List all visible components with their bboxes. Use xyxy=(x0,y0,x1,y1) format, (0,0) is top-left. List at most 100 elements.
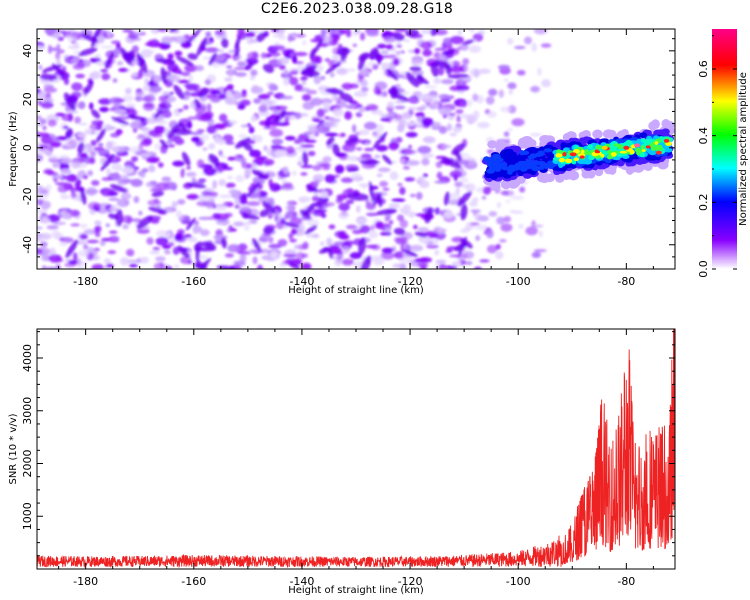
spectrogram-noise-blob xyxy=(37,226,43,230)
spectrogram-noise-blob xyxy=(249,149,262,158)
spectrogram-noise-blob xyxy=(118,67,128,73)
spectrogram-noise-blob xyxy=(324,58,331,62)
colorbar-tick-label: 0.6 xyxy=(697,60,710,78)
spectrogram-noise-blob xyxy=(407,144,413,149)
spectrogram-noise-blob xyxy=(355,147,363,151)
spectrogram-noise-blob xyxy=(75,138,87,143)
spectrogram-noise-blob xyxy=(285,111,297,116)
spectrogram-noise-blob xyxy=(269,182,281,192)
spectrogram-noise-blob xyxy=(383,70,388,76)
spectrogram-noise-blob xyxy=(162,244,171,250)
spectrogram-noise-blob xyxy=(210,89,221,95)
spectrogram-noise-blob xyxy=(433,52,442,59)
spectrogram-noise-streak xyxy=(195,244,200,264)
spectrogram-noise-blob xyxy=(274,214,279,222)
spectrogram-noise-blob xyxy=(457,30,463,36)
spectrogram-noise-blob xyxy=(320,29,327,37)
spectrogram-noise-blob xyxy=(355,205,361,213)
spectrogram-noise-blob xyxy=(263,125,277,130)
spectrogram-noise-blob xyxy=(503,131,510,137)
spectrogram-noise-blob xyxy=(403,149,417,155)
spectrogram-noise-blob xyxy=(453,173,458,182)
spectrogram-noise-blob xyxy=(237,243,248,252)
spectrogram-noise-blob xyxy=(333,174,340,178)
spectrogram-noise-blob xyxy=(201,113,212,121)
spectrogram-noise-blob xyxy=(68,260,78,265)
spectrogram-noise-blob xyxy=(106,30,112,38)
spectrogram-signal-blob xyxy=(562,152,567,157)
spectrogram-signal-blob xyxy=(584,151,590,156)
spectrogram-noise-streak xyxy=(325,61,341,74)
spectrogram-noise-blob xyxy=(196,129,205,133)
spectrogram-noise-blob xyxy=(216,213,230,220)
spectrogram-noise-blob xyxy=(392,263,406,269)
spectrogram-noise-streak xyxy=(42,64,63,73)
spectrogram-noise-blob xyxy=(358,106,366,113)
spectrogram-noise-blob xyxy=(99,106,109,113)
spectrogram-noise-blob xyxy=(449,132,457,137)
spectrogram-noise-blob xyxy=(486,229,494,239)
spectrogram-noise-blob xyxy=(285,146,296,155)
spectrogram-noise-streak xyxy=(327,247,334,259)
spectrogram-noise-blob xyxy=(507,82,517,90)
spectrogram-signal-blob xyxy=(606,150,613,155)
spectrogram-noise-blob xyxy=(405,131,418,138)
spectrogram-signal-band xyxy=(481,119,675,191)
spectrogram-ylabel: Frequency (Hz) xyxy=(8,111,19,187)
spectrogram-noise-streak xyxy=(166,122,182,138)
spectrogram-noise-blob xyxy=(60,102,68,106)
spectrogram-signal-blob xyxy=(592,129,603,139)
spectrogram-noise-blob xyxy=(523,36,533,45)
spectrogram-noise-blob xyxy=(439,98,451,103)
spectrogram-noise-blob xyxy=(86,239,99,244)
spectrogram-noise-blob xyxy=(82,175,88,180)
spectrogram-noise-streak xyxy=(336,47,351,56)
spectrogram-noise-blob xyxy=(397,182,403,187)
spectrogram-noise-blob xyxy=(340,205,349,212)
spectrogram-noise-streak xyxy=(346,167,359,173)
spectrogram-noise-blob xyxy=(236,154,244,158)
spectrogram-noise-blob xyxy=(310,97,323,106)
spectrogram-noise-blob xyxy=(317,125,329,134)
colorbar: 0.0 0.2 0.4 0.6 Normalized spectral amplitu… xyxy=(697,29,749,278)
spectrogram-noise-blob xyxy=(146,237,154,245)
spectrogram-noise-blob xyxy=(326,237,333,247)
spectrogram-noise-blob xyxy=(120,192,132,200)
spectrogram-noise-blob xyxy=(311,195,320,202)
spectrogram-noise-blob xyxy=(43,87,58,93)
spectrogram-noise-blob xyxy=(450,35,464,45)
spectrogram-noise-blob xyxy=(455,109,464,115)
spectrogram-noise-streak xyxy=(65,128,74,139)
spectrogram-noise-blob xyxy=(169,75,181,83)
spectrogram-noise-blob xyxy=(472,197,479,203)
spectrogram-signal-blob xyxy=(625,139,632,146)
spectrogram-noise-blob xyxy=(167,53,174,60)
spectrogram-noise-blob xyxy=(98,34,105,44)
spectrogram-noise-blob xyxy=(138,210,143,216)
spectrogram-noise-blob xyxy=(245,31,256,38)
spectrogram-noise-blob xyxy=(110,204,119,212)
spectrogram-noise-blob xyxy=(495,251,504,260)
spectrogram-noise-blob xyxy=(206,103,212,112)
spectrogram-noise-blob xyxy=(434,249,440,256)
spectrogram-noise-blob xyxy=(59,241,68,247)
spectrogram-noise-blob xyxy=(456,115,461,123)
spectrogram-noise-blob xyxy=(180,170,185,178)
spectrogram-noise-blob xyxy=(459,43,469,51)
y-tick-label: -40 xyxy=(21,236,34,254)
spectrogram-noise-blob xyxy=(291,32,298,37)
spectrogram-noise-streak xyxy=(263,226,275,234)
spectrogram-noise-blob xyxy=(78,133,87,139)
spectrogram-noise-blob xyxy=(125,248,135,257)
spectrogram-signal-blob xyxy=(605,130,615,139)
spectrogram-signal-blob xyxy=(565,158,573,164)
spectrogram-noise-blob xyxy=(195,140,204,147)
spectrogram-noise-blob xyxy=(320,98,333,105)
spectrogram-noise-blob xyxy=(379,232,392,236)
spectrogram-noise-blob xyxy=(508,89,513,95)
spectrogram-noise-blob xyxy=(103,258,112,264)
spectrogram-noise-blob xyxy=(79,233,88,240)
colorbar-gradient xyxy=(712,29,737,269)
spectrogram-noise-blob xyxy=(256,264,264,269)
spectrogram-signal-blob xyxy=(580,149,585,154)
